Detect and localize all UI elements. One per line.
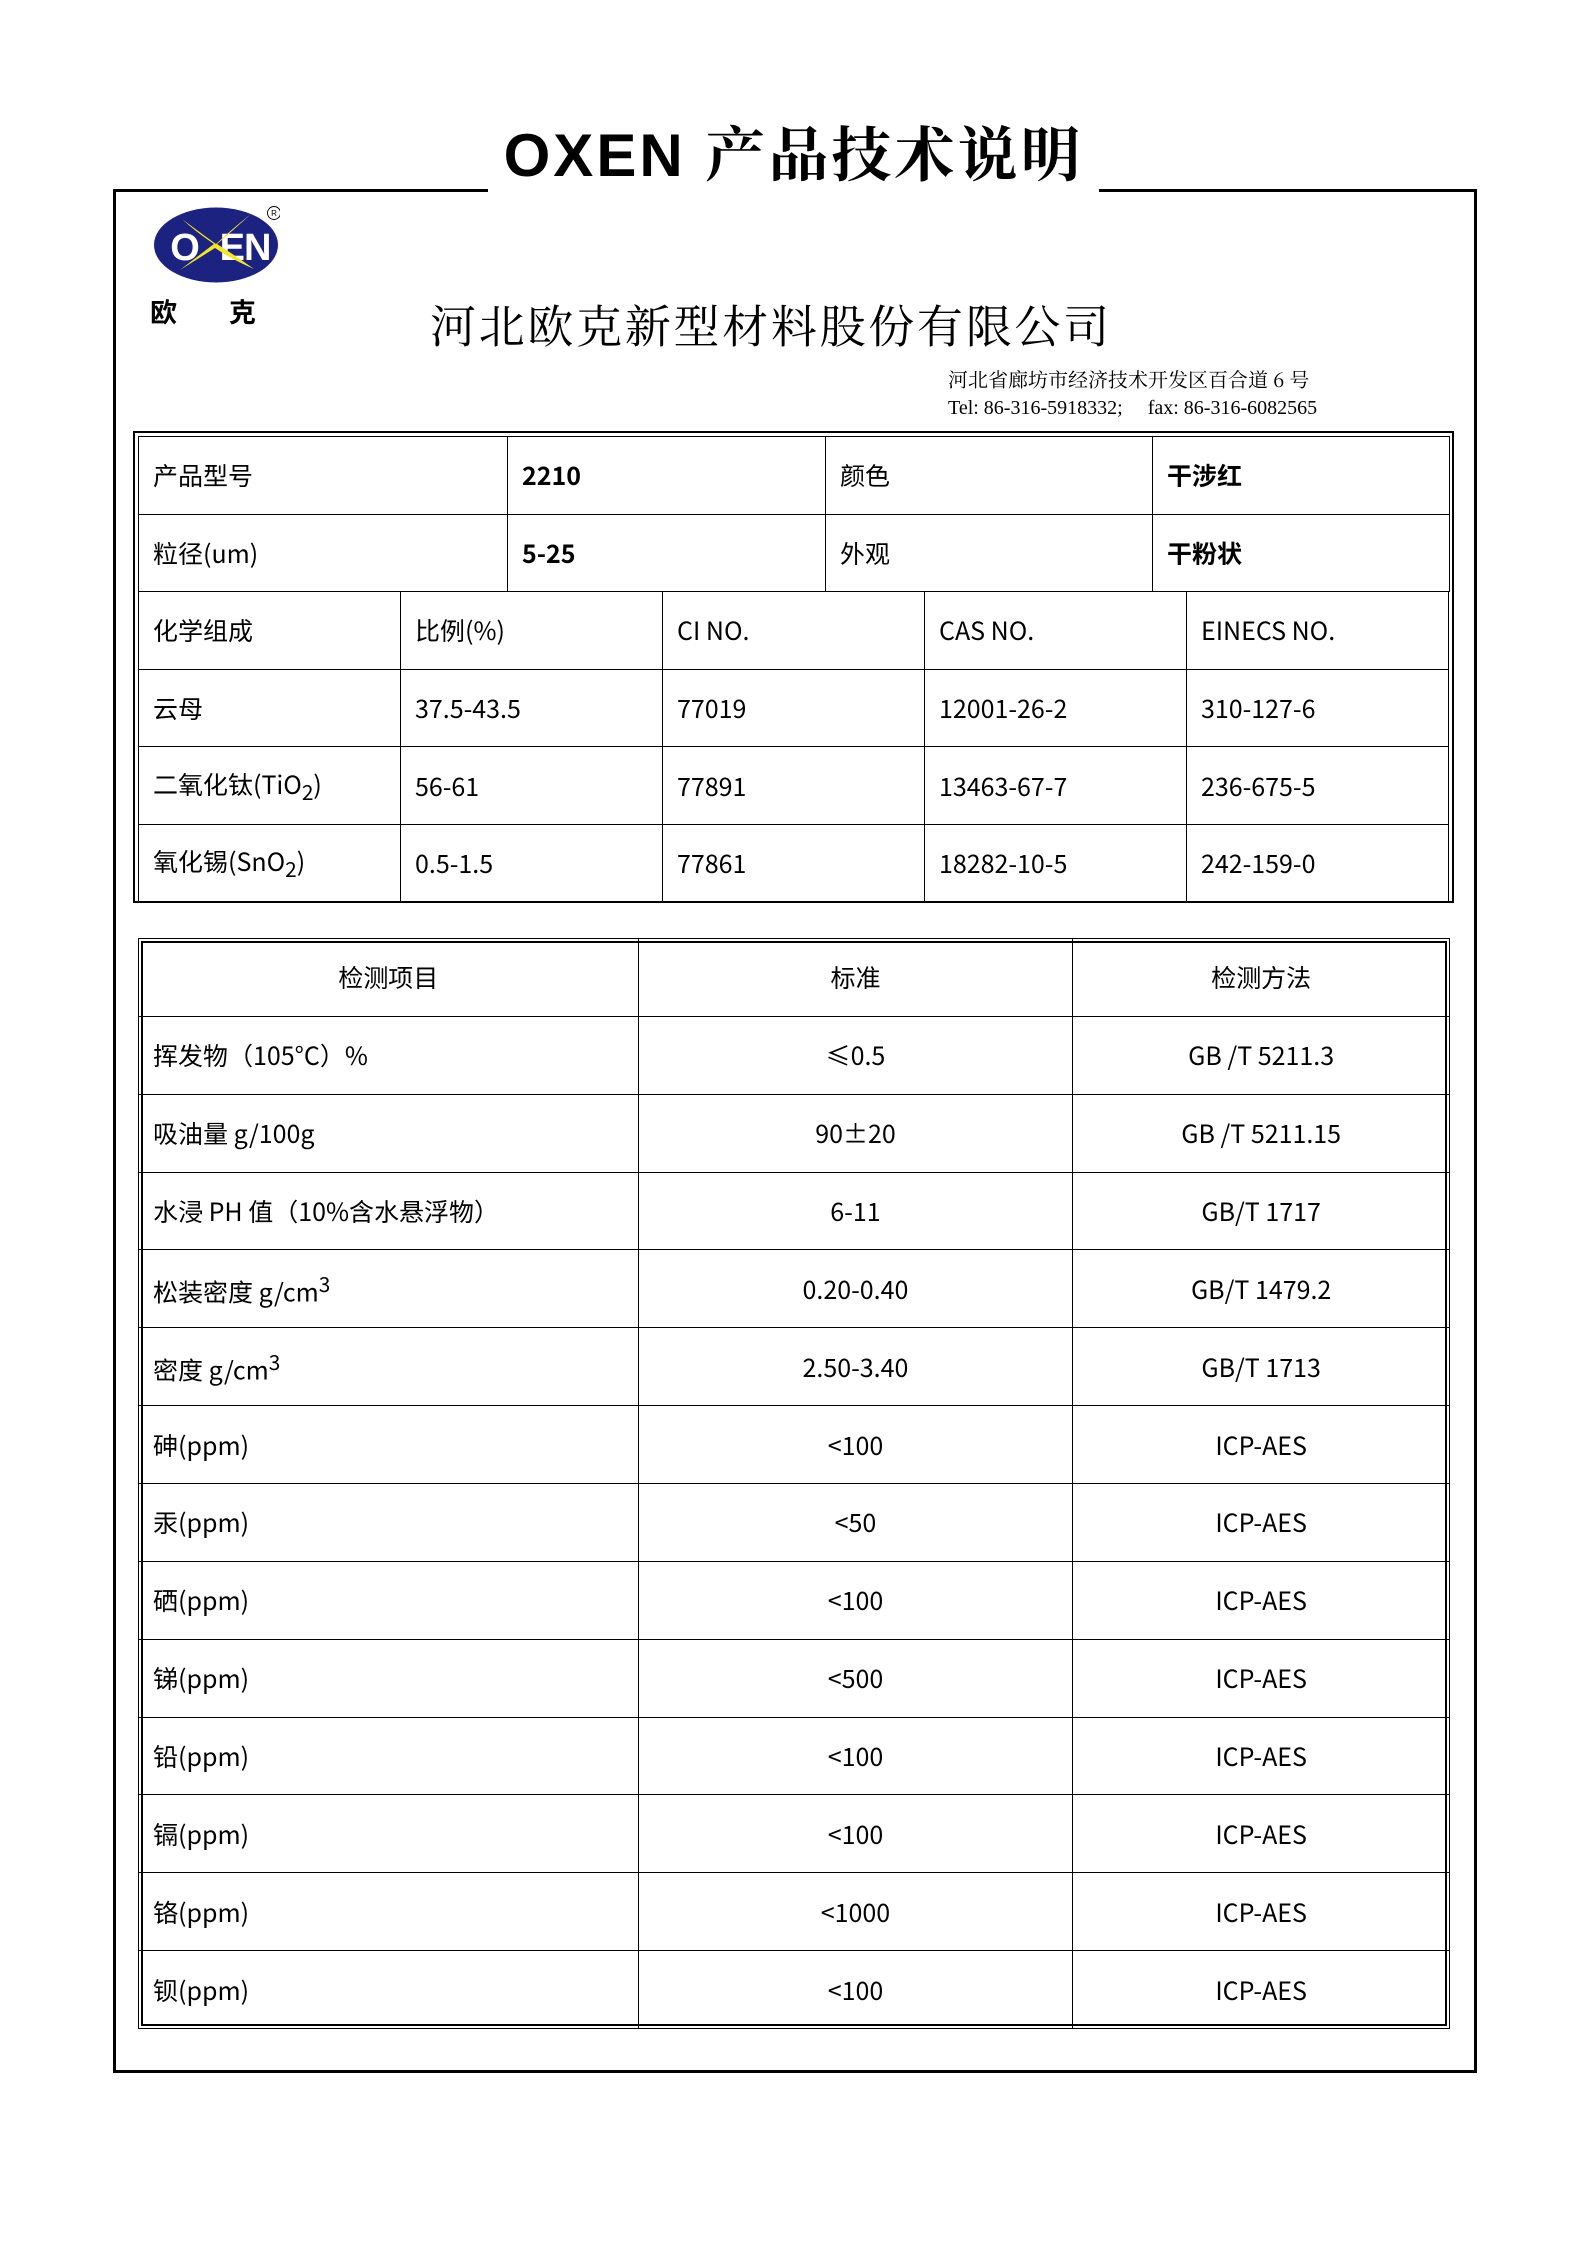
svg-text:O: O — [170, 227, 200, 269]
svg-text:R: R — [271, 209, 277, 218]
